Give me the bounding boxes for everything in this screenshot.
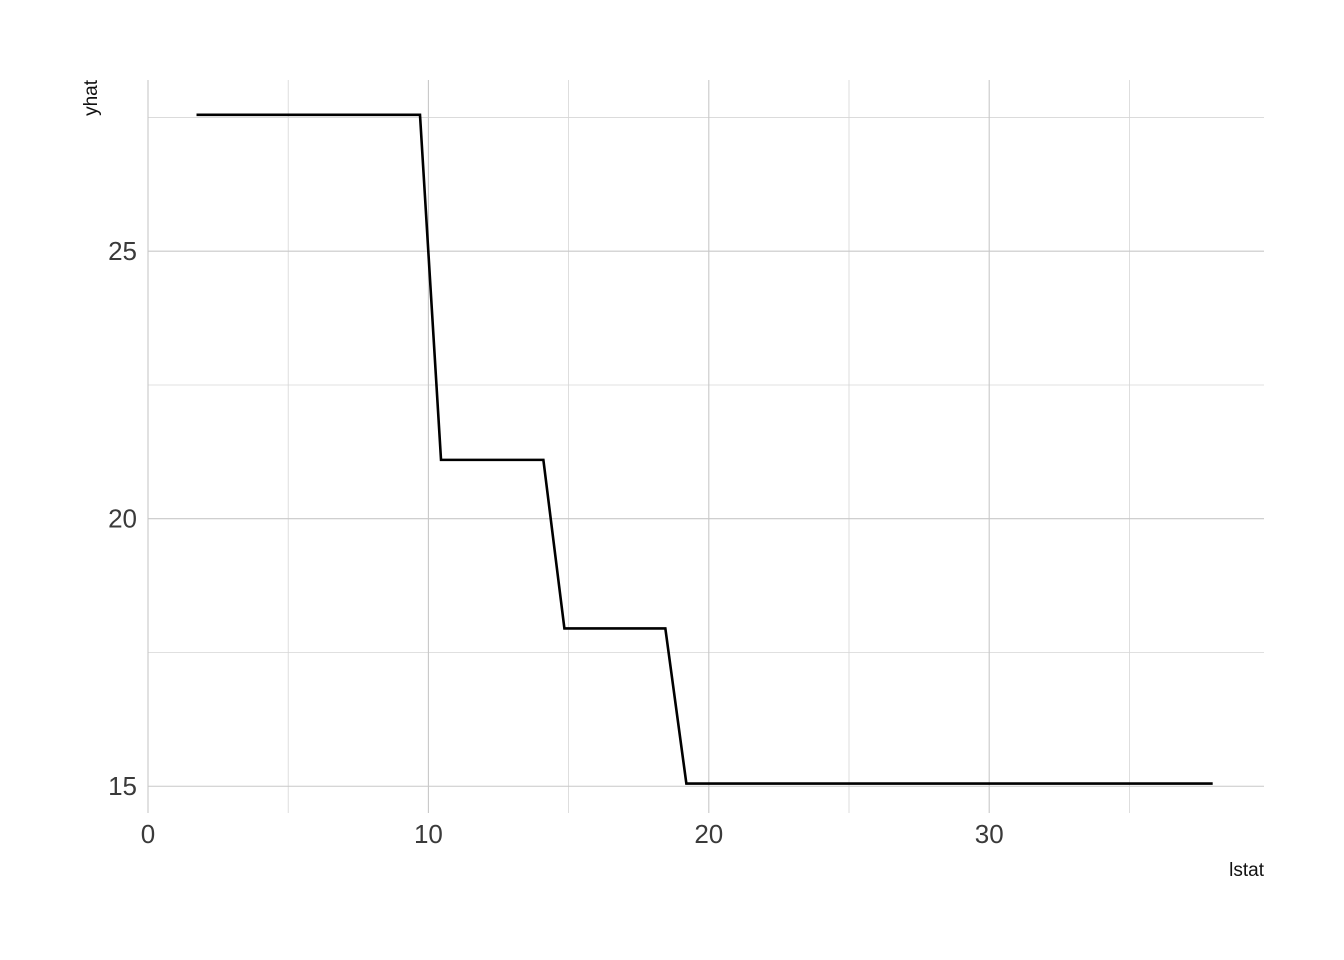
y-tick-label: 25 bbox=[108, 236, 137, 266]
y-axis-title: yhat bbox=[81, 79, 102, 116]
x-axis-title: lstat bbox=[1229, 860, 1265, 881]
y-tick-label: 20 bbox=[108, 504, 137, 534]
series-line bbox=[196, 113, 1213, 785]
tick-labels: 0 10 20 30 15 20 25 bbox=[108, 236, 1004, 849]
series-layer bbox=[196, 113, 1213, 785]
x-tick-label: 10 bbox=[414, 819, 443, 849]
x-tick-label: 0 bbox=[141, 819, 155, 849]
grid bbox=[147, 80, 1264, 813]
y-tick-label: 15 bbox=[108, 771, 137, 801]
x-tick-label: 20 bbox=[694, 819, 723, 849]
x-tick-label: 30 bbox=[975, 819, 1004, 849]
